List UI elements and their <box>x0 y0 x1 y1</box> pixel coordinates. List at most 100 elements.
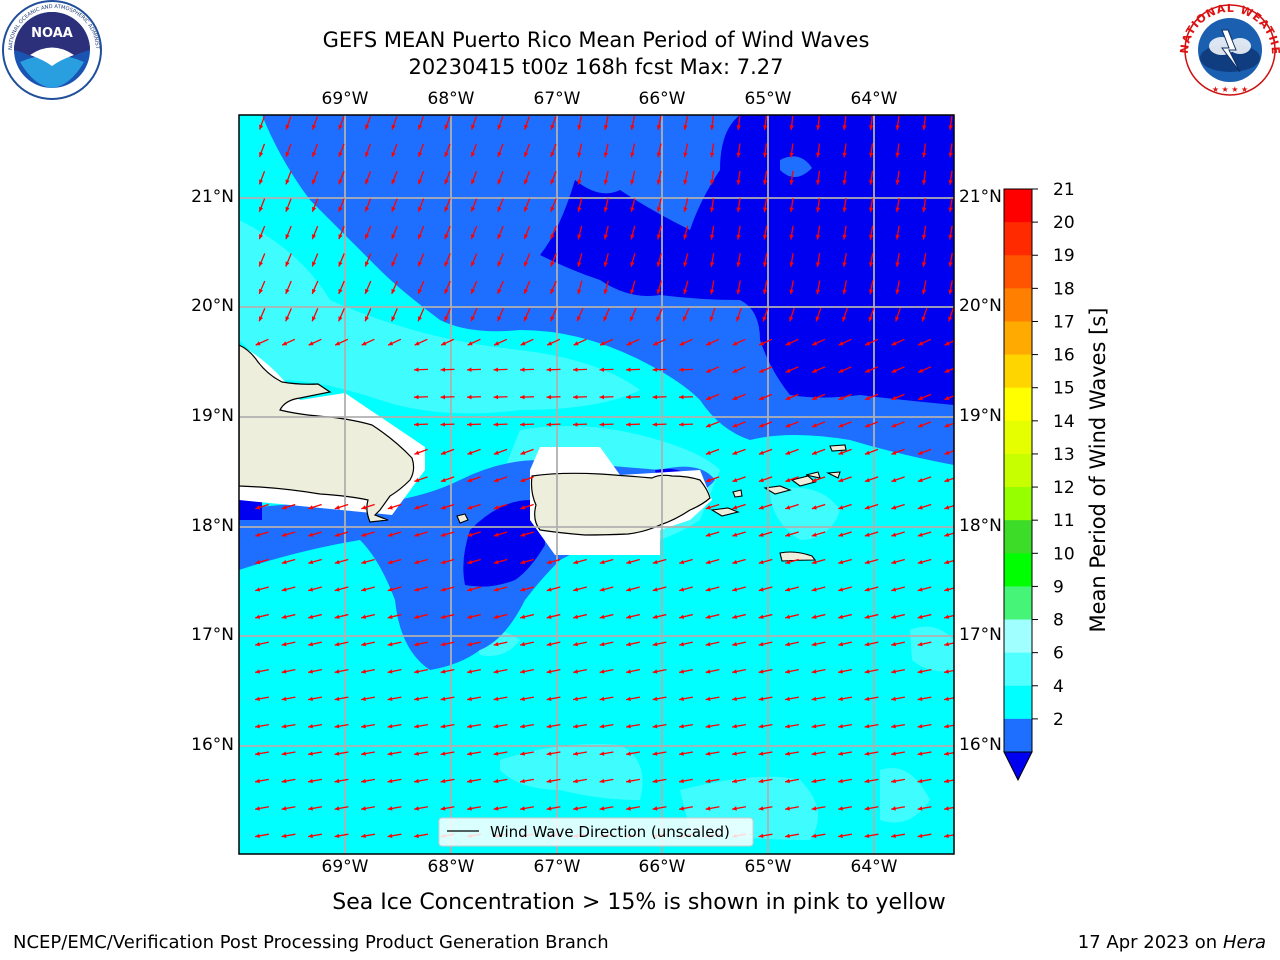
wave-direction-arrow <box>630 280 636 295</box>
wave-direction-arrow <box>890 806 906 811</box>
colorbar-cell <box>1004 520 1032 554</box>
wave-direction-arrow <box>789 307 795 322</box>
wave-direction-arrow <box>626 338 640 346</box>
wave-direction-arrow <box>440 806 455 811</box>
chart-title-line1: GEFS MEAN Puerto Rico Mean Period of Win… <box>322 28 870 52</box>
wave-direction-arrow <box>868 225 874 240</box>
wave-direction-arrow <box>652 723 667 729</box>
wave-direction-arrow <box>470 308 478 322</box>
wave-direction-arrow <box>577 170 583 185</box>
wave-direction-arrow <box>652 641 667 647</box>
wave-direction-arrow <box>709 252 715 268</box>
wave-direction-arrow <box>603 308 610 322</box>
colorbar-cell <box>1004 652 1032 687</box>
wave-direction-arrow <box>731 751 747 756</box>
wave-direction-arrow <box>811 806 826 811</box>
wave-direction-arrow <box>360 751 376 756</box>
wave-direction-arrow <box>493 448 508 455</box>
wave-direction-arrow <box>656 253 662 267</box>
wave-direction-arrow <box>444 225 451 240</box>
wave-direction-arrow <box>281 531 296 537</box>
colorbar-cell <box>1004 685 1032 720</box>
wave-direction-arrow <box>493 558 508 565</box>
wave-direction-arrow <box>811 338 826 346</box>
colorbar-tick-label: 6 <box>1053 644 1064 664</box>
wave-direction-arrow <box>519 778 535 784</box>
wave-direction-arrow <box>311 198 319 212</box>
wave-direction-arrow <box>625 806 641 811</box>
wave-direction-arrow <box>705 641 720 647</box>
wave-direction-arrow <box>414 448 428 455</box>
wave-direction-arrow <box>895 170 900 185</box>
wave-direction-arrow <box>255 586 269 592</box>
colorbar-tick-label: 14 <box>1053 412 1075 432</box>
wave-direction-arrow <box>254 833 270 838</box>
wave-direction-arrow <box>466 696 482 701</box>
wave-direction-arrow <box>785 448 799 455</box>
wave-direction-arrow <box>625 723 641 729</box>
wave-direction-arrow <box>519 751 535 756</box>
colorbar-tick-label: 4 <box>1053 677 1064 697</box>
wave-direction-arrow <box>444 253 451 267</box>
wave-direction-arrow <box>599 668 614 674</box>
colorbar-cell <box>1004 453 1032 488</box>
colorbar-cell <box>1004 420 1032 455</box>
wave-direction-arrow <box>944 422 954 428</box>
wave-direction-arrow <box>599 394 614 400</box>
wave-direction-arrow <box>758 448 773 455</box>
wave-direction-arrow <box>683 170 689 185</box>
wave-direction-arrow <box>705 421 720 428</box>
wave-direction-arrow <box>550 116 557 130</box>
wave-direction-arrow <box>837 723 853 729</box>
nws-ring-text: NATIONAL WEATHER SERVICE <box>0 0 1280 56</box>
wave-direction-arrow <box>467 641 481 647</box>
wave-direction-arrow <box>466 367 482 372</box>
wave-direction-arrow <box>921 225 927 240</box>
wave-direction-arrow <box>732 393 746 401</box>
colorbar-tick-label: 9 <box>1053 577 1064 597</box>
wave-direction-arrow <box>891 641 905 647</box>
wave-direction-arrow <box>683 253 689 267</box>
map-gridlines <box>239 115 954 854</box>
wave-direction-arrow <box>758 503 773 510</box>
lon-label-bottom: 65°W <box>744 857 792 877</box>
wave-direction-arrow <box>762 307 769 322</box>
wave-direction-arrow <box>467 558 481 565</box>
wave-direction-arrow <box>784 806 800 811</box>
wave-direction-arrow <box>364 171 372 185</box>
wave-direction-arrow <box>864 558 879 565</box>
wave-direction-arrow <box>944 340 954 346</box>
wave-direction-arrow <box>816 115 821 131</box>
wave-direction-arrow <box>710 115 715 131</box>
wave-direction-arrow <box>497 116 504 130</box>
wave-direction-arrow <box>815 280 821 295</box>
wave-direction-arrow <box>334 723 349 729</box>
wave-direction-arrow <box>732 668 746 674</box>
wave-direction-arrow <box>414 531 428 537</box>
colorbar-tick-label: 12 <box>1053 478 1075 498</box>
wave-direction-arrow <box>440 668 455 674</box>
colorbar-tick-label: 8 <box>1053 611 1064 631</box>
wave-direction-arrow <box>361 586 375 592</box>
wave-direction-arrow <box>732 448 746 455</box>
wave-direction-arrow <box>732 503 746 510</box>
wave-direction-arrow <box>599 723 614 729</box>
wave-direction-arrow <box>652 806 667 811</box>
wave-direction-arrow <box>599 367 614 372</box>
wave-direction-arrow <box>360 806 376 811</box>
wave-direction-arrow <box>944 614 954 619</box>
wave-direction-arrow <box>763 115 768 131</box>
wave-direction-arrow <box>573 641 587 647</box>
wave-direction-arrow <box>678 696 694 701</box>
wave-direction-arrow <box>758 751 773 756</box>
wave-direction-arrow <box>732 558 746 565</box>
wave-direction-arrow <box>308 668 322 674</box>
wave-direction-arrow <box>705 586 720 592</box>
wave-direction-arrow <box>837 806 853 811</box>
wave-direction-arrow <box>520 641 534 647</box>
wave-direction-arrow <box>255 641 269 647</box>
wave-direction-arrow <box>546 586 561 592</box>
wave-direction-arrow <box>470 143 478 158</box>
wave-direction-arrow <box>758 696 773 701</box>
wave-direction-arrow <box>440 394 455 400</box>
